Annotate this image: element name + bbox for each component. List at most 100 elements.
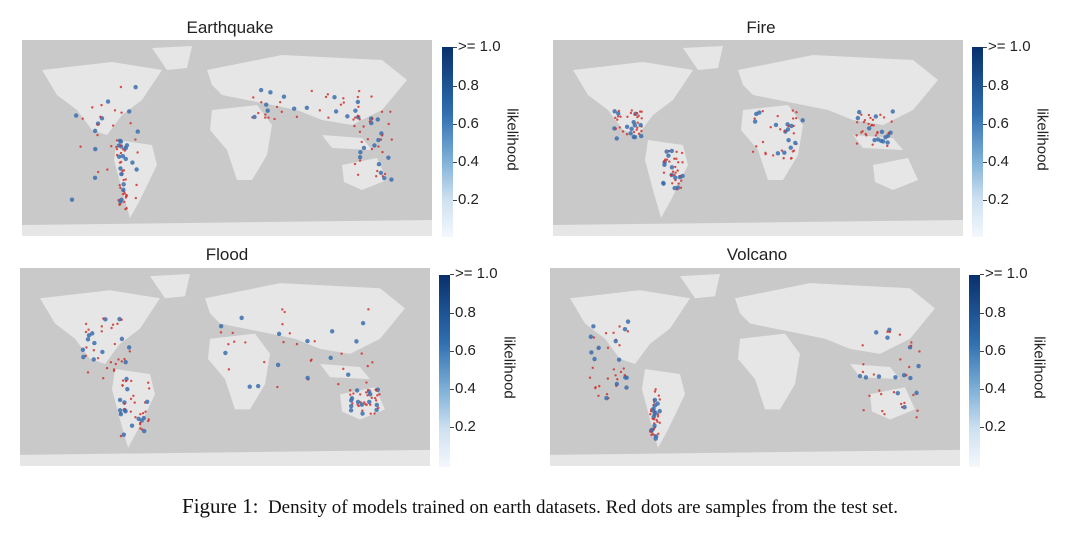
sample-dot [252,96,255,99]
sample-dot [327,116,330,119]
sample-dot [119,160,123,164]
density-mark [80,347,86,353]
density-mark [328,355,333,361]
fire-map [553,40,963,236]
density-mark [268,90,273,95]
density-mark [142,428,147,434]
sample-dot [635,128,638,131]
sample-dot [622,367,625,370]
sample-dot [118,184,121,187]
sample-dot [357,105,360,108]
colorbar-tick: >= 1.0 [453,38,501,55]
density-mark [672,185,677,191]
density-mark [141,415,146,421]
sample-dot [110,144,113,148]
density-mark [875,137,881,142]
sample-dot [791,150,794,153]
density-mark [134,167,139,172]
density-mark [126,345,132,350]
sample-dot [619,115,622,118]
sample-dot [764,152,767,156]
sample-dot [915,416,918,419]
sample-dot [378,393,381,396]
sample-dot [867,122,870,126]
density-mark [624,385,629,390]
colorbar-tick: 0.8 [450,304,476,321]
sample-dot [899,358,902,361]
sample-dot [122,178,125,182]
sample-dot [130,379,133,383]
sample-dot [879,113,882,117]
density-mark [666,153,671,158]
sample-dot [909,344,913,348]
density-mark [914,390,919,396]
colorbar-tick: 0.8 [980,304,1006,321]
density-mark [359,402,365,407]
sample-dot [360,352,363,355]
density-mark [624,124,630,129]
sample-dot [267,116,270,119]
sample-dot [640,110,643,113]
sample-dot [869,116,872,120]
density-mark [916,363,921,369]
sample-dot [606,346,610,350]
sample-dot [855,142,859,145]
sample-dot [141,411,145,415]
density-mark [357,155,363,160]
density-mark [348,408,354,413]
sample-dot [227,368,231,371]
colorbar-tick: 0.2 [983,191,1009,208]
density-mark [123,156,128,162]
sample-dot [652,427,656,431]
density-mark [902,404,907,410]
density-mark [218,323,224,329]
sample-dot [227,342,230,346]
density-mark [332,94,337,100]
sample-dot [377,145,380,148]
sample-dot [868,394,871,398]
sample-dot [92,349,96,352]
sample-dot [121,379,125,382]
sample-dot [626,330,630,333]
sample-dot [128,350,131,353]
sample-dot [313,340,316,343]
sample-dot [910,341,913,344]
sample-dot [592,336,596,339]
sample-dot [367,308,370,311]
colorbar-tick: >= 1.0 [450,265,498,282]
sample-dot [669,173,673,177]
colorbar-tick: 0.2 [453,191,479,208]
density-mark [613,338,618,344]
density-mark [123,145,128,151]
density-mark [614,136,619,141]
sample-dot [147,381,150,384]
sample-dot [96,170,100,174]
density-mark [895,390,900,396]
density-mark [638,122,643,128]
sample-dot [878,389,881,392]
density-mark [92,128,98,134]
sample-dot [87,328,90,331]
density-mark [372,143,377,148]
sample-dot [618,126,621,129]
density-mark [360,411,365,416]
colorbar-tick: 0.2 [450,418,476,435]
density-mark [616,111,621,116]
sample-dot [132,394,135,398]
sample-dot [871,118,875,121]
sample-dot [874,134,878,137]
density-mark [133,84,138,90]
density-mark [653,436,658,441]
sample-dot [855,121,859,124]
sample-dot [119,85,123,89]
sample-dot [649,430,652,433]
density-mark [93,146,98,152]
sample-dot [136,151,139,154]
density-mark [117,397,123,403]
sample-dot [387,122,390,126]
sample-dot [356,95,360,99]
density-mark [281,94,287,99]
density-mark [623,375,628,380]
density-mark [125,386,130,392]
sample-dot [144,410,147,413]
